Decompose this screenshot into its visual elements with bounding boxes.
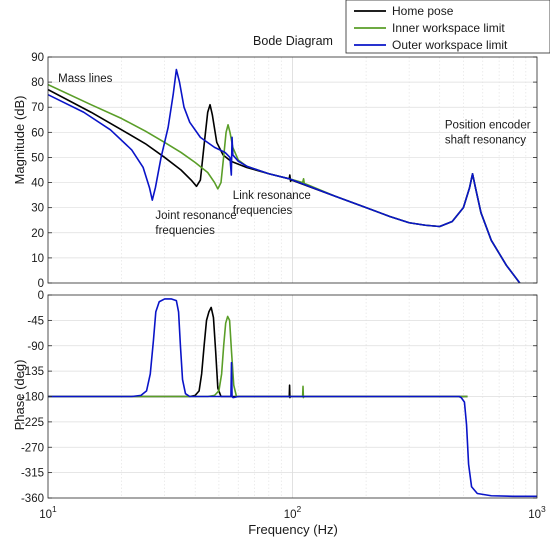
y-tick-label: 80 (31, 77, 44, 89)
legend: Home pose Inner workspace limit Outer work… (345, 0, 550, 54)
x-tick-label: 103 (528, 504, 546, 521)
y-tick-label: -225 (21, 417, 44, 429)
magnitude-series-group (48, 68, 521, 283)
phase-y-axis-label: Phase (deg) (12, 360, 27, 431)
y-tick-label: -360 (21, 493, 44, 505)
x-tick-label: 101 (39, 504, 57, 521)
y-tick-label: -315 (21, 468, 44, 480)
x-tick-label: 102 (284, 504, 302, 521)
y-tick-label: -45 (27, 315, 44, 327)
y-tick-label: 20 (31, 228, 44, 240)
y-tick-label: 90 (31, 52, 44, 64)
annotation: Position encoder shaft resonancy (445, 120, 531, 147)
annotation: Joint resonance frequencies (155, 210, 236, 237)
y-tick-label: 0 (38, 290, 44, 302)
x-axis-label: Frequency (Hz) (248, 522, 338, 537)
series-line-inner-workspace-limit-phase (48, 315, 468, 399)
series-line-outer-workspace-limit-phase (48, 298, 537, 498)
magnitude-y-ticks: 0 10 20 30 40 50 60 70 80 90 (31, 52, 537, 290)
chart-title: Bode Diagram (253, 34, 333, 48)
magnitude-annotations: Mass lines Joint resonance frequenciesLink… (58, 73, 531, 237)
y-tick-label: 40 (31, 178, 44, 190)
y-tick-label: -135 (21, 366, 44, 378)
phase-y-ticks: 0 -45 -90 -135 -180 -225 -270 -315 -360 (21, 290, 537, 505)
magnitude-y-axis-label: Magnitude (dB) (12, 96, 27, 185)
y-tick-label: -90 (27, 341, 44, 353)
legend-entry-label: Inner workspace limit (392, 21, 505, 35)
y-tick-label: -180 (21, 392, 44, 404)
y-tick-label: 0 (38, 278, 44, 290)
magnitude-axes-box (47, 56, 538, 284)
y-tick-label: 60 (31, 127, 44, 139)
annotation: Mass lines (58, 73, 113, 85)
y-tick-label: -270 (21, 442, 44, 454)
x-tick-labels: 101 102 103 (39, 504, 546, 521)
annotation: Link resonance frequencies (233, 190, 311, 217)
legend-entry-label: Home pose (392, 4, 454, 18)
series-line-home-pose-phase (48, 306, 468, 399)
y-tick-label: 50 (31, 152, 44, 164)
y-tick-label: 10 (31, 253, 44, 265)
magnitude-grid (48, 57, 537, 283)
phase-series-group (48, 298, 537, 498)
y-tick-label: 70 (31, 102, 44, 114)
legend-entry-label: Outer workspace limit (392, 38, 508, 52)
series-line-outer-workspace-limit-magnitude (48, 68, 521, 283)
y-tick-label: 30 (31, 203, 44, 215)
series-line-inner-workspace-limit-magnitude (48, 83, 521, 283)
